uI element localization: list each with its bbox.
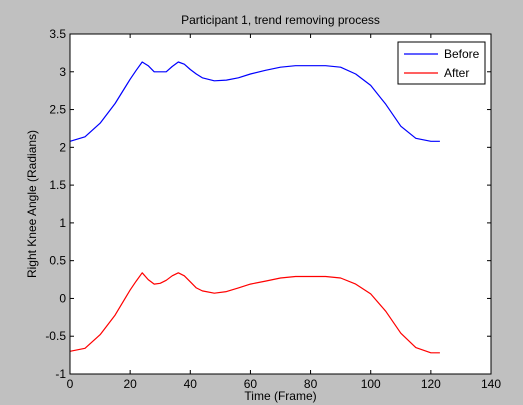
legend-box xyxy=(397,41,486,85)
y-tick-label: 0 xyxy=(59,291,66,305)
y-tick-label: 3.5 xyxy=(49,27,66,41)
y-tick-label: 1.5 xyxy=(49,178,66,192)
y-axis-label: Right Knee Angle (Radians) xyxy=(25,130,39,278)
x-tick-label: 80 xyxy=(304,377,318,391)
y-tick-label: 3 xyxy=(59,65,66,79)
x-tick-label: 20 xyxy=(123,377,137,391)
y-tick-label: 1 xyxy=(59,216,66,230)
chart-title: Participant 1, trend removing process xyxy=(181,13,380,27)
y-tick-label: -0.5 xyxy=(45,329,66,343)
x-tick-label: 60 xyxy=(244,377,258,391)
x-tick-label: 120 xyxy=(421,377,441,391)
x-axis-label: Time (Frame) xyxy=(244,389,316,403)
y-tick-label: 2 xyxy=(59,140,66,154)
series-line-after xyxy=(69,272,440,354)
ticks-layer: 0 20 40 60 80 100 120 140 -1 -0.5 0 0.5 1 1.5 2 2.5 3 3.5 xyxy=(45,27,501,391)
x-tick-label: 100 xyxy=(361,377,381,391)
plot-area xyxy=(70,34,491,374)
x-tick-label: 0 xyxy=(67,377,74,391)
series-line-before xyxy=(69,61,440,142)
legend-label-before: Before xyxy=(444,47,480,61)
y-tick-label: -1 xyxy=(55,367,66,381)
x-tick-label: 40 xyxy=(184,377,198,391)
legend: Before After xyxy=(397,41,486,85)
x-tick-label: 140 xyxy=(481,377,501,391)
legend-label-after: After xyxy=(444,66,469,80)
axes-box xyxy=(69,33,492,375)
series-layer xyxy=(69,61,440,354)
y-tick-label: 2.5 xyxy=(49,103,66,117)
y-tick-label: 0.5 xyxy=(49,254,66,268)
